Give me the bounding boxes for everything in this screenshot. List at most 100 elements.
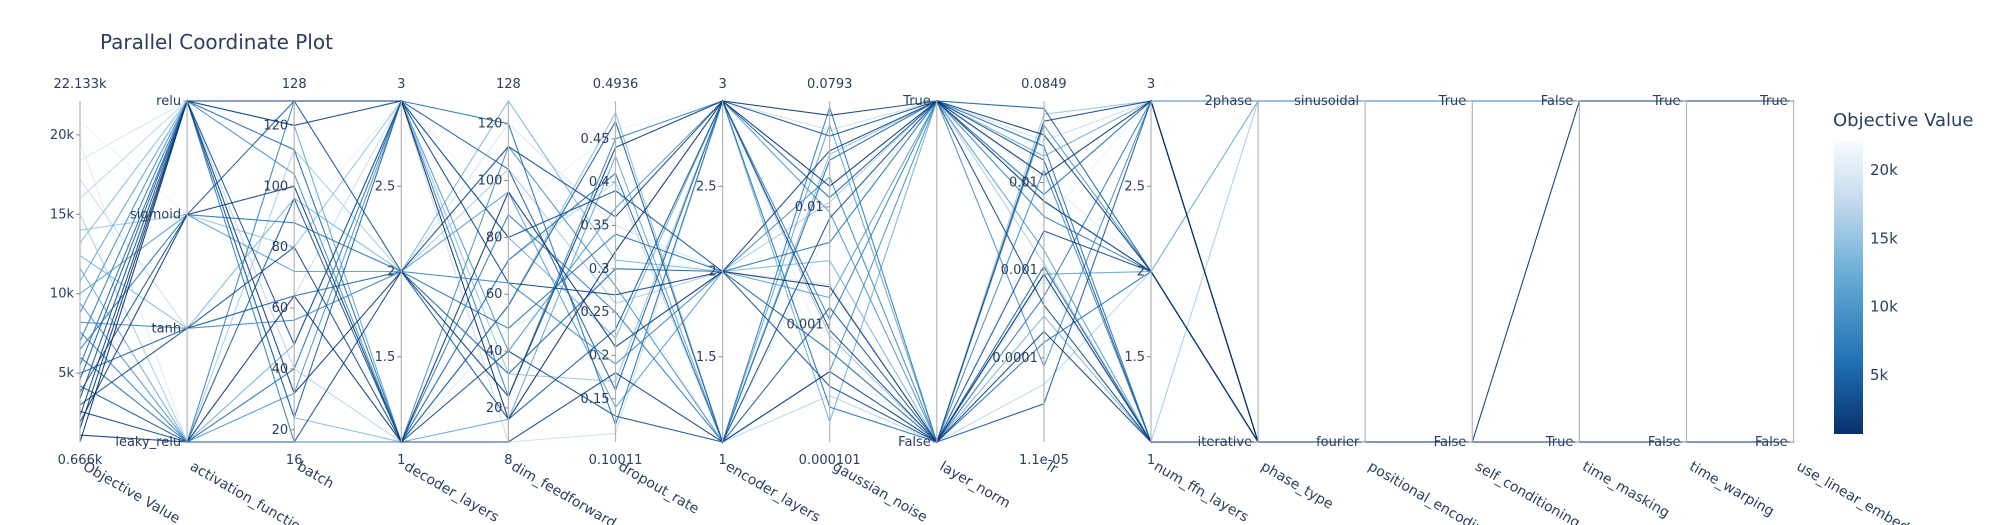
axis-tick-label: True — [902, 94, 931, 109]
axis-min-label: 8 — [504, 453, 512, 468]
colorbar-tick-label: 20k — [1870, 161, 1898, 179]
axis-tick-label: 0.35 — [581, 218, 610, 233]
axis-tick-label: 15k — [50, 207, 75, 222]
axis-tick-label: 10k — [50, 287, 75, 302]
axis-min-label: 0.666k — [58, 453, 103, 468]
axis-tick-label: True — [1438, 94, 1467, 109]
axis-tick-label: 0.2 — [589, 348, 610, 363]
axis-tick-label: 80 — [486, 230, 503, 245]
axis-min-label: 1 — [397, 453, 405, 468]
chart-title: Parallel Coordinate Plot — [100, 30, 333, 54]
axis-label-gaussian_noise: gaussian_noise — [830, 459, 930, 525]
axis-max-label: 0.0849 — [1021, 77, 1067, 92]
axis-tick-label: 40 — [272, 362, 289, 377]
axis-tick-label: 100 — [478, 174, 503, 189]
axis-tick-label: 0.3 — [589, 262, 610, 277]
axis-label-num_ffn_layers: num_ffn_layers — [1151, 459, 1251, 525]
axis-tick-label: False — [1434, 435, 1467, 450]
axis-tick-label: 2phase — [1205, 94, 1253, 109]
axis-label-use_linear_embedding: use_linear_embedding — [1794, 459, 1938, 525]
axis-tick-label: 0.15 — [581, 392, 610, 407]
axis-max-label: 128 — [282, 77, 307, 92]
axis-tick-label: 0.4 — [589, 175, 610, 190]
axis-tick-label: 5k — [58, 366, 74, 381]
axis-num_ffn_layers: num_ffn_layers 1.5 2 2.5 3 1 — [1124, 77, 1251, 525]
axis-dropout_rate: dropout_rate0.150.20.250.30.350.40.450.4… — [581, 77, 702, 518]
axis-time_warping: time_warping False True — [1648, 94, 1777, 520]
axis-tick-label: 2 — [387, 265, 395, 280]
axis-tick-label: leaky_relu — [115, 435, 181, 450]
axis-tick-label: 0.25 — [581, 305, 610, 320]
axis-max-label: 22.133k — [53, 77, 106, 92]
axis-min-label: 0.000101 — [799, 453, 861, 468]
axis-tick-label: 1.5 — [1124, 350, 1145, 365]
colorbar-tick-label: 5k — [1870, 366, 1889, 384]
axis-decoder_layers: decoder_layers 1.5 2 2.5 3 1 — [375, 77, 502, 525]
axis-label-decoder_layers: decoder_layers — [401, 459, 501, 525]
axis-label-time_masking: time_masking — [1579, 459, 1672, 522]
axis-tick-label: 2 — [708, 265, 716, 280]
axis-min-label: 1 — [718, 453, 726, 468]
axis-tick-label: False — [898, 435, 931, 450]
axis-tick-label: 0.01 — [1009, 175, 1038, 190]
axis-tick-label: 1.5 — [696, 350, 717, 365]
axis-label-objective: Objective Value — [80, 459, 183, 525]
axis-label-encoder_layers: encoder_layers — [723, 459, 823, 525]
axis-max-label: 3 — [397, 77, 405, 92]
axis-tick-label: fourier — [1316, 435, 1360, 450]
axis-tick-label: 2.5 — [375, 179, 396, 194]
axis-min-label: 1 — [1147, 453, 1155, 468]
axis-tick-label: 2.5 — [696, 179, 717, 194]
axis-min-label: 16 — [286, 453, 303, 468]
axis-max-label: 3 — [1147, 77, 1155, 92]
axis-label-time_warping: time_warping — [1687, 459, 1777, 520]
axis-tick-label: 0.001 — [1001, 263, 1038, 278]
axis-tick-label: 2 — [1137, 265, 1145, 280]
axis-tick-label: False — [1541, 94, 1574, 109]
axis-label-dim_feedforward: dim_feedforward — [508, 459, 618, 525]
axis-tick-label: relu — [156, 94, 181, 109]
axis-max-label: 0.4936 — [593, 77, 639, 92]
axis-tick-label: 20 — [486, 401, 503, 416]
axis-min-label: 0.10011 — [589, 453, 643, 468]
axis-tick-label: 0.45 — [581, 132, 610, 147]
axis-max-label: 128 — [496, 77, 521, 92]
axis-min-label: 1.1e-05 — [1019, 453, 1069, 468]
axis-tick-label: sigmoid — [130, 208, 181, 223]
axis-tick-label: tanh — [152, 321, 182, 336]
axis-tick-label: 120 — [478, 117, 503, 132]
axis-phase_type: phase_type iterative 2phase — [1198, 94, 1336, 513]
axis-objective: Objective Value 5k 10k 15k 20k 22.133k 0.666k — [50, 77, 183, 525]
axis-label-phase_type: phase_type — [1258, 459, 1336, 513]
axis-tick-label: True — [1759, 94, 1788, 109]
colorbar-ticks: 20k 15k 10k 5k — [1870, 161, 1898, 384]
axis-tick-label: sinusoidal — [1294, 94, 1359, 109]
axis-label-layer_norm: layer_norm — [937, 459, 1013, 512]
axis-max-label: 0.0793 — [807, 77, 853, 92]
axis-tick-label: 2.5 — [1124, 179, 1145, 194]
colorbar-tick-label: 15k — [1870, 229, 1898, 247]
axis-tick-label: 120 — [263, 118, 288, 133]
axis-tick-label: iterative — [1198, 435, 1252, 450]
axis-tick-label: True — [1545, 435, 1574, 450]
axis-tick-label: 80 — [272, 240, 289, 255]
axis-tick-label: 60 — [272, 301, 289, 316]
axis-tick-label: 0.001 — [786, 318, 823, 333]
colorbar-title: Objective Value — [1833, 110, 1974, 131]
axis-max-label: 3 — [718, 77, 726, 92]
axis-tick-label: 20k — [50, 128, 75, 143]
axis-time_masking: time_masking True False — [1541, 94, 1672, 521]
axis-label-activation: activation_function — [187, 459, 311, 525]
axis-tick-label: 40 — [486, 344, 503, 359]
axis-tick-label: 0.01 — [795, 200, 824, 215]
axis-self_conditioning: self_conditioning False True — [1434, 94, 1583, 525]
axis-tick-label: False — [1648, 435, 1681, 450]
axis-tick-label: True — [1652, 94, 1681, 109]
axis-tick-label: 20 — [272, 423, 289, 438]
axis-tick-label: 100 — [263, 179, 288, 194]
axis-tick-label: False — [1755, 435, 1788, 450]
colorbar: Objective Value 20k 15k 10k 5k — [1833, 110, 1974, 434]
